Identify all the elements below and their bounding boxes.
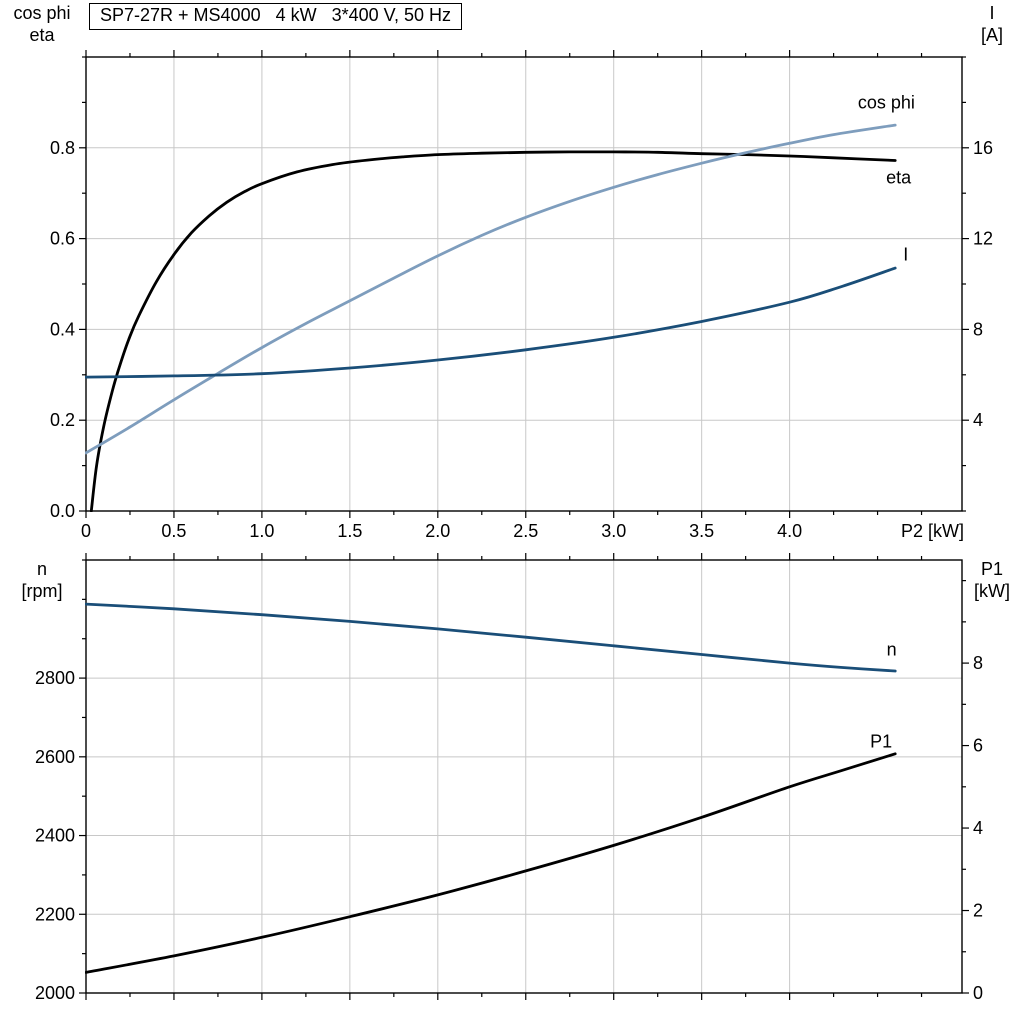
y-left-tick-label: 0.4 [50,319,75,339]
y-left-tick-label: 0.2 [50,410,75,430]
y-left-tick-label: 2400 [35,826,75,846]
x-tick-label: 1.0 [249,521,274,541]
top-left-axis-title: cos phi eta [4,2,80,46]
y-left-tick-label: 0.0 [50,501,75,521]
cos-phi-axis-label: cos phi [13,3,71,23]
curve-label-current: I [903,244,908,264]
x-axis-unit-label: P2 [kW] [901,521,964,541]
x-tick-label: 0.5 [161,521,186,541]
y-right-tick-label: 0 [973,983,983,1003]
curve-label-cos-phi: cos phi [858,92,915,112]
curve-current [85,266,897,379]
y-right-tick-label: 4 [973,818,983,838]
top-right-axis-title: I [A] [963,2,1021,46]
speed-axis-label: n [36,559,47,579]
bottom-right-axis-title: P1 [kW] [963,558,1021,602]
y-right-tick-label: 6 [973,736,983,756]
curves-group [85,602,897,974]
y-right-tick-label: 2 [973,901,983,921]
top-chart-plot: 0 0.5 1.0 1.5 2.0 2.5 3.0 3.5 4.0 P2 [kW] 0.0 0.2 0.… [50,50,993,541]
curve-label-speed: n [887,640,897,660]
curve-label-eta: eta [886,167,912,187]
curve-p1 [85,752,897,974]
x-tick-label: 1.5 [337,521,362,541]
chart-title-box: SP7-27R + MS4000 4 kW 3*400 V, 50 Hz [89,3,463,30]
y-left-tick-label: 2000 [35,983,75,1003]
y-left-tick-label: 2600 [35,747,75,767]
y-left-tick-label: 0.8 [50,138,75,158]
curves-group [85,123,897,512]
x-tick-label: 0 [81,521,91,541]
x-tick-label: 2.5 [513,521,538,541]
bottom-left-axis-title: n [rpm] [4,558,80,602]
eta-axis-label: eta [29,25,55,45]
curve-speed [85,602,897,673]
curve-eta [89,150,897,512]
plot-frame [85,56,963,512]
y-right-tick-label: 8 [973,653,983,673]
p1-axis-unit: [kW] [974,581,1010,601]
speed-axis-unit: [rpm] [21,581,63,601]
y-left-tick-label: 0.6 [50,229,75,249]
y-left-tick-label: 2200 [35,904,75,924]
bottom-chart-plot: 2000 2200 2400 2600 2800 0 2 4 6 8 n P1 [35,553,983,1003]
p1-axis-label: P1 [980,559,1004,579]
x-tick-label: 3.5 [689,521,714,541]
curve-label-p1: P1 [870,731,892,751]
y-right-tick-label: 4 [973,410,983,430]
current-axis-unit: [A] [980,25,1003,45]
y-right-tick-label: 16 [973,138,993,158]
x-tick-label: 2.0 [425,521,450,541]
y-left-tick-label: 2800 [35,668,75,688]
x-tick-label: 3.0 [601,521,626,541]
curve-cos-phi [85,123,897,455]
y-right-tick-label: 8 [973,319,983,339]
current-axis-label: I [989,3,995,23]
plot-frame [85,559,963,994]
y-right-tick-label: 12 [973,229,993,249]
x-tick-label: 4.0 [777,521,802,541]
